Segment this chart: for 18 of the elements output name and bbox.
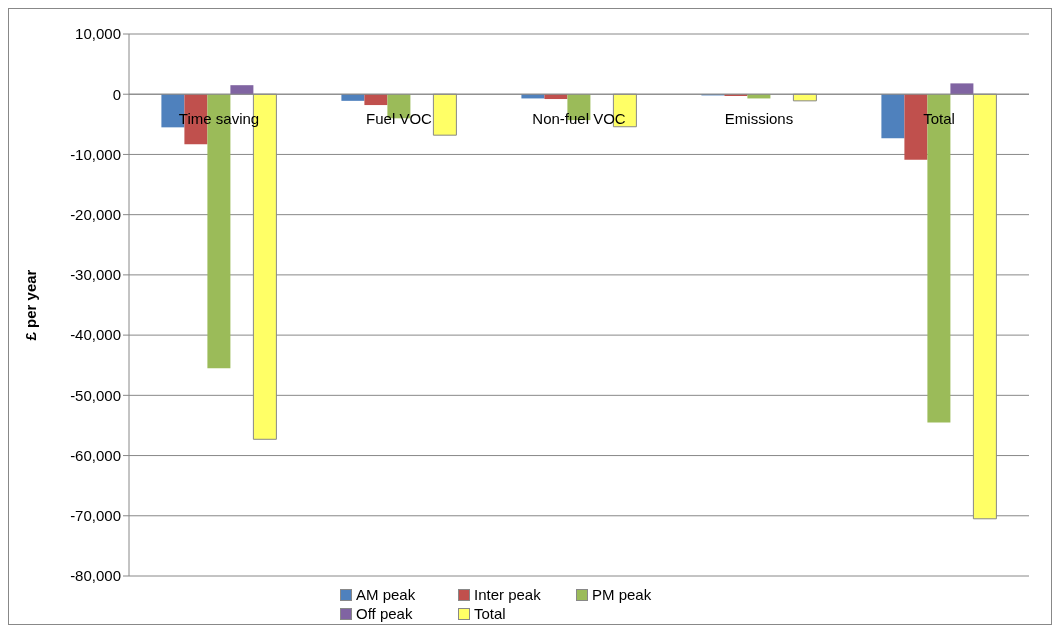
y-tick-label: -20,000 <box>70 205 121 223</box>
legend-label: AM peak <box>356 586 416 603</box>
y-tick-label: 10,000 <box>75 25 121 43</box>
legend-label: Total <box>474 605 506 622</box>
y-tick-label: 0 <box>112 85 121 103</box>
legend-label: PM peak <box>592 586 652 603</box>
y-tick-label: -10,000 <box>70 145 121 163</box>
legend-label: Inter peak <box>474 586 541 603</box>
y-axis-title: £ per year <box>22 269 40 341</box>
x-tick-label: Fuel VOC <box>366 110 433 128</box>
y-tick-label: -60,000 <box>70 446 121 464</box>
legend-label: Off peak <box>356 605 413 622</box>
y-tick-label: -80,000 <box>70 567 121 585</box>
y-tick-label: -30,000 <box>70 266 121 284</box>
y-tick-label: -40,000 <box>70 326 121 344</box>
x-tick-label: Emissions <box>724 110 794 128</box>
y-tick-label: -50,000 <box>70 386 121 404</box>
y-tick-label: -70,000 <box>70 507 121 525</box>
